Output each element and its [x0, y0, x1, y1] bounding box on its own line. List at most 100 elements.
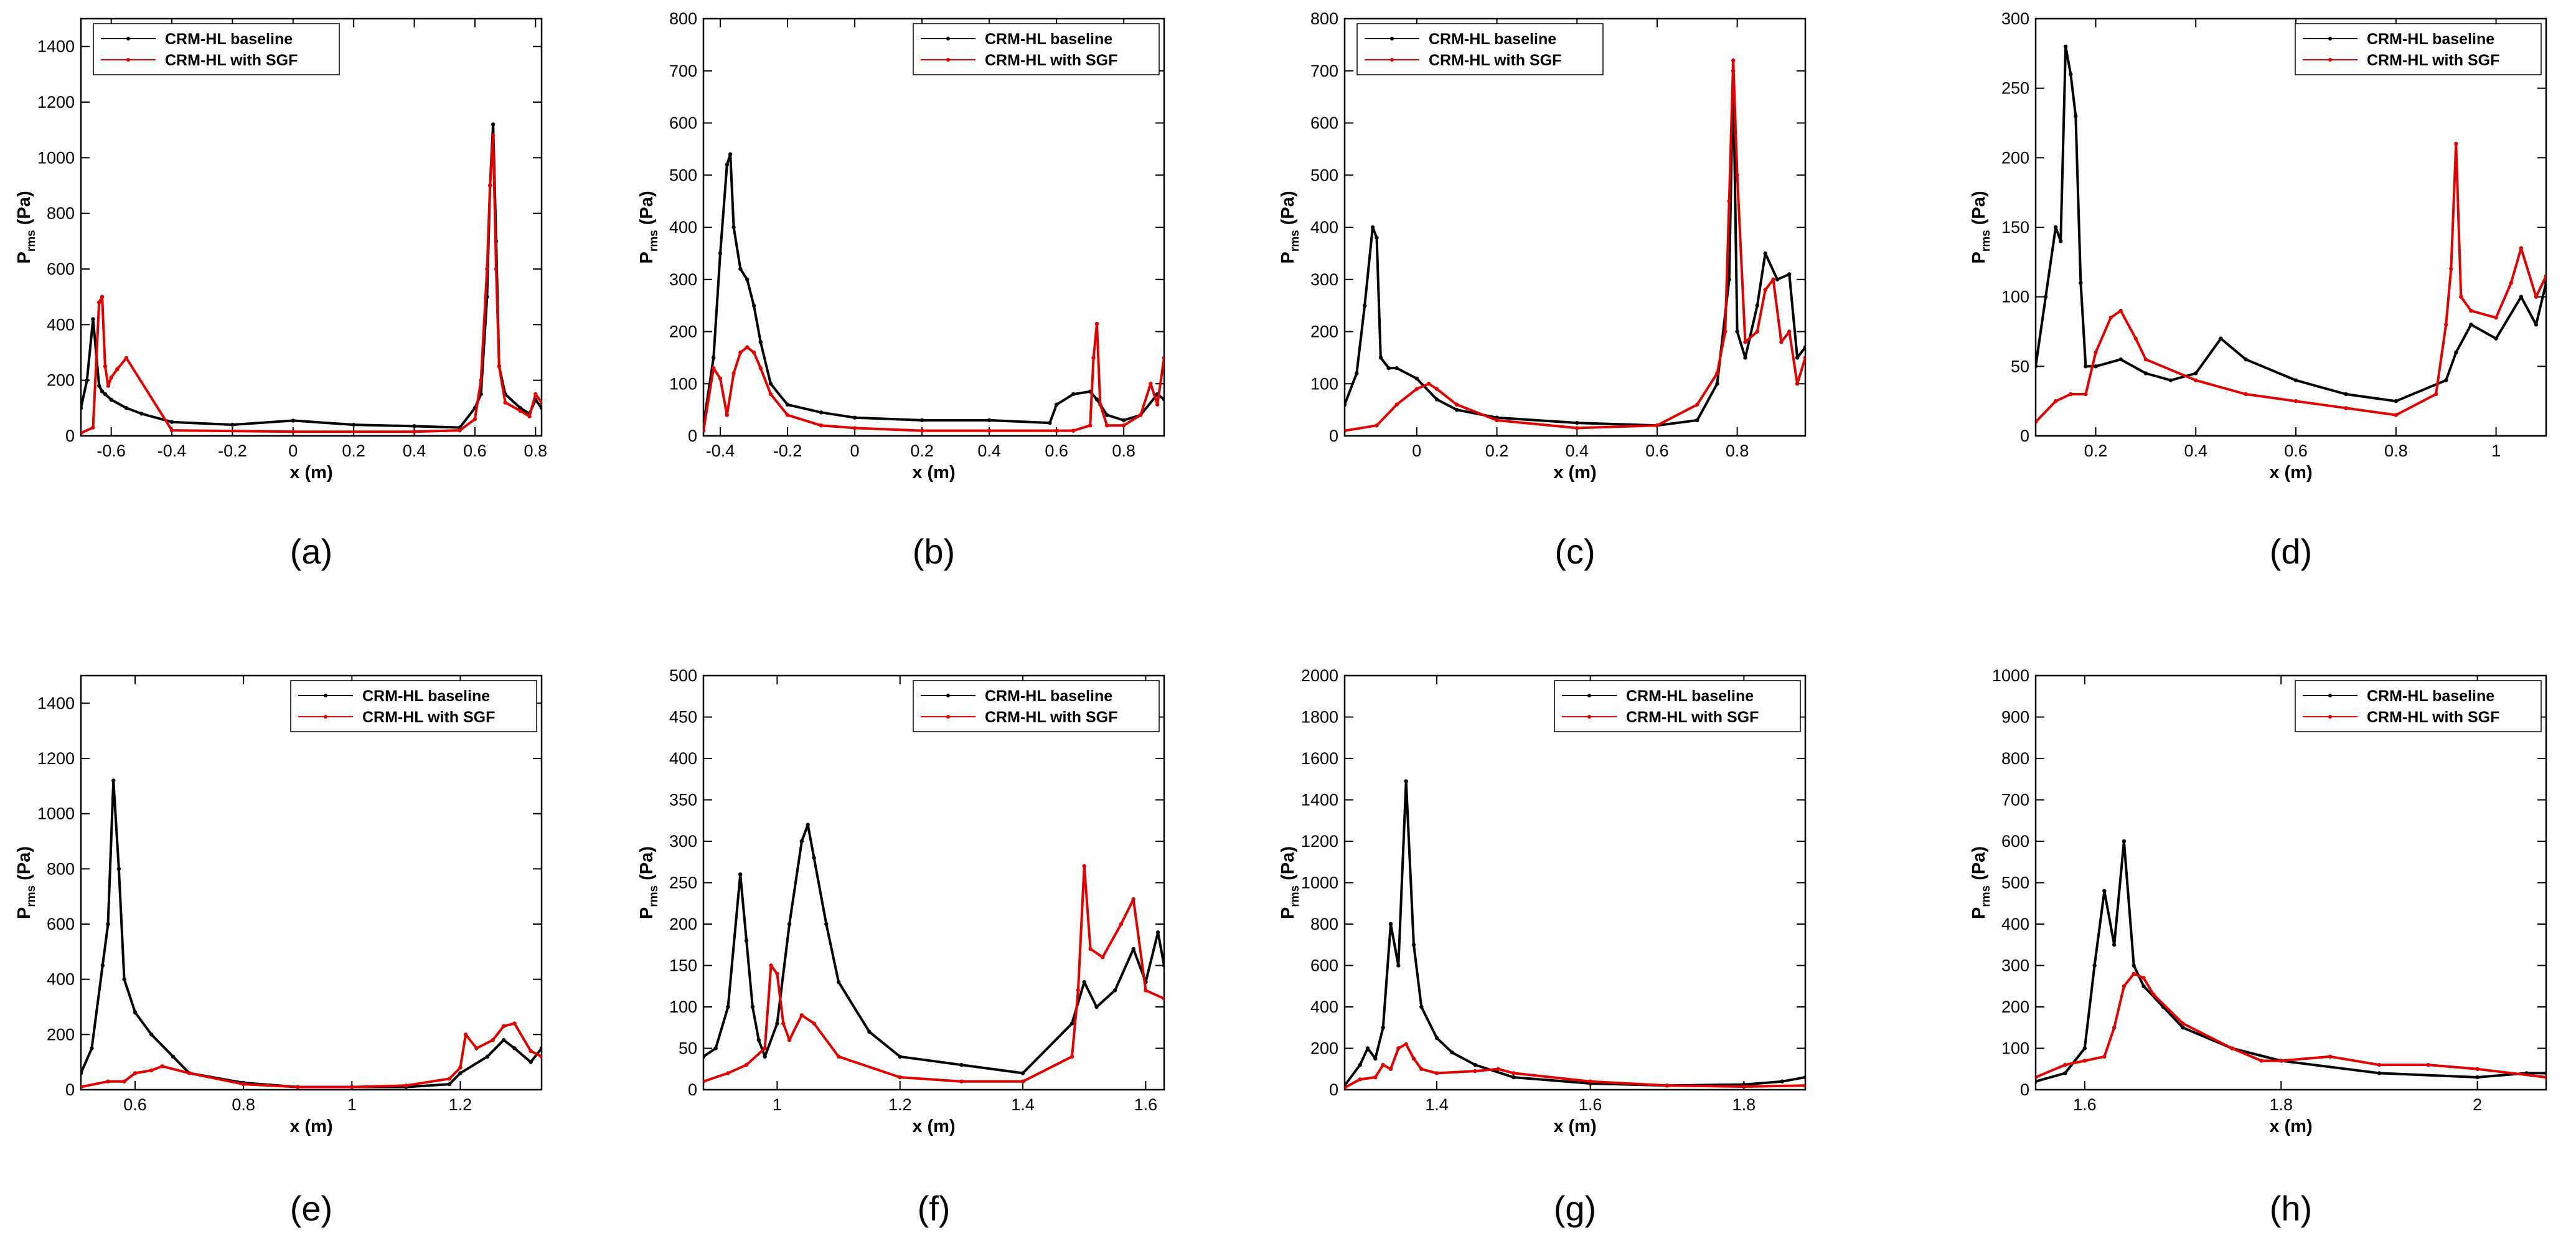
panel-b: 0 100 200 300 400 500 600 700 800 -0.4 -0.2 0 0.2 0.4…: [637, 9, 1165, 571]
legend-sgf-label: CRM-HL with SGF: [985, 52, 1117, 69]
baseline-point: [412, 424, 416, 428]
baseline-point: [1414, 376, 1419, 381]
sgf-point: [115, 367, 120, 371]
baseline-point: [738, 872, 743, 877]
sgf-point: [2449, 267, 2453, 271]
panel-a: 0 200 400 600 800 1000 1200 1400 -0.6 -0.4 -0.2 0 0.…: [14, 17, 547, 571]
baseline-point: [1763, 251, 1767, 256]
baseline-point: [1715, 382, 1719, 386]
sgf-point: [2475, 1067, 2480, 1071]
baseline-point: [85, 378, 89, 382]
sgf-point: [768, 392, 773, 397]
plot-frame: [80, 17, 543, 437]
x-axis-label: x (m): [1553, 463, 1596, 483]
series-baseline-line: [81, 779, 542, 1088]
sgf-point: [412, 430, 416, 434]
series-sgf-line: [2036, 143, 2546, 423]
y-tick-label: 1000: [1301, 874, 1338, 892]
baseline-point: [806, 823, 810, 827]
sgf-point: [501, 1024, 506, 1029]
baseline-point: [898, 1054, 902, 1059]
plot-frame: [2034, 17, 2547, 437]
y-tick-label: 700: [1310, 62, 1338, 80]
baseline-point: [291, 418, 295, 423]
baseline-point: [731, 225, 736, 230]
sgf-point: [2454, 141, 2458, 146]
sgf-point: [744, 1062, 749, 1067]
sgf-point: [1131, 897, 1135, 902]
sgf-point: [2544, 1075, 2546, 1080]
sgf-point: [296, 1085, 300, 1089]
baseline-point: [1094, 397, 1099, 402]
y-axis-label-unit: (Pa): [637, 846, 657, 885]
sgf-point: [2132, 971, 2136, 976]
sgf-point: [527, 414, 532, 418]
sgf-point: [1495, 418, 1499, 423]
sgf-point: [819, 423, 824, 428]
legend-marker: [1390, 37, 1394, 40]
sgf-point: [2069, 392, 2073, 397]
sgf-point: [2509, 281, 2513, 285]
baseline-point: [139, 412, 144, 416]
baseline-point: [751, 303, 756, 308]
sgf-point: [106, 384, 111, 388]
y-tick-label: 800: [2001, 749, 2029, 768]
sgf-point: [1419, 1067, 1424, 1071]
plot-frame: [702, 17, 1165, 437]
baseline-point: [785, 402, 790, 407]
baseline-point: [2394, 399, 2399, 404]
sgf-point: [1098, 402, 1102, 407]
sgf-point: [1394, 402, 1399, 407]
legend-sgf-label: CRM-HL with SGF: [2367, 709, 2499, 726]
series-baseline-line: [2036, 45, 2546, 403]
baseline-point: [230, 422, 235, 427]
y-tick-label: 400: [1310, 998, 1338, 1016]
sgf-point: [1655, 423, 1660, 428]
y-tick-label: 400: [2001, 915, 2029, 933]
baseline-point: [447, 1082, 452, 1087]
baseline-point: [836, 980, 841, 984]
legend-marker: [2328, 37, 2332, 40]
baseline-point: [485, 1054, 490, 1059]
y-tick-label: 800: [669, 9, 697, 28]
legend-marker: [1587, 694, 1591, 697]
legend-baseline-label: CRM-HL baseline: [1626, 687, 1754, 705]
baseline-point: [2181, 1026, 2185, 1030]
series-sgf-line: [81, 134, 542, 435]
x-tick-label: 0.8: [2384, 441, 2408, 460]
y-axis-label: Prms (Pa): [14, 846, 38, 919]
y-tick-label: 1400: [37, 37, 75, 56]
baseline-point: [2069, 72, 2073, 77]
sgf-point: [109, 375, 113, 380]
series-sgf-line: [81, 1022, 542, 1088]
y-axis-label: Prms (Pa): [1278, 846, 1302, 919]
y-tick-label: 1800: [1301, 708, 1338, 727]
baseline-point: [1411, 943, 1416, 947]
panel-label: (g): [1554, 1189, 1596, 1228]
sgf-point: [799, 1013, 804, 1017]
sgf-point: [763, 1046, 767, 1050]
baseline-point: [1735, 329, 1739, 334]
baseline-point: [2112, 943, 2117, 947]
sgf-point: [1162, 996, 1164, 1001]
baseline-point: [351, 422, 356, 427]
panel-label: (c): [1554, 532, 1595, 571]
y-tick-label: 200: [47, 371, 75, 390]
sgf-point: [1020, 1079, 1025, 1083]
y-tick-label: 1400: [1301, 791, 1338, 810]
y-tick-label: 200: [1310, 323, 1338, 341]
sgf-point: [2534, 295, 2539, 299]
sgf-point: [1723, 329, 1728, 334]
sgf-point: [2244, 392, 2248, 397]
baseline-point: [109, 397, 113, 402]
baseline-point: [799, 839, 804, 844]
y-tick-label: 100: [1310, 374, 1338, 393]
y-tick-label: 800: [47, 859, 75, 878]
sgf-point: [2036, 1075, 2038, 1080]
sgf-point: [1715, 371, 1719, 375]
y-tick-label: 500: [1310, 166, 1338, 184]
sgf-point: [852, 426, 857, 430]
baseline-point: [725, 163, 730, 167]
panel-label: (a): [290, 532, 332, 571]
